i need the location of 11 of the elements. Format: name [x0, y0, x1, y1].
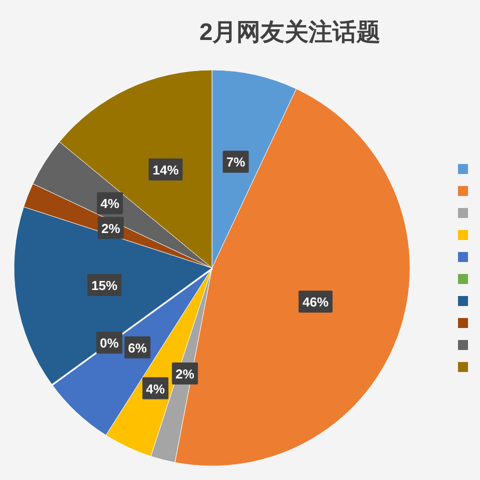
data-label: 46%: [302, 294, 330, 310]
data-label: 4%: [100, 196, 120, 212]
text: 0%: [100, 336, 119, 351]
data-label: 2%: [176, 366, 195, 382]
data-label: 7%: [226, 154, 246, 170]
data-label: 2%: [101, 220, 121, 236]
data-label: 14%: [152, 162, 180, 178]
data-label: 4%: [146, 381, 166, 396]
chart-title: 2月网友关注话题: [199, 19, 381, 46]
data-label: 6%: [128, 340, 148, 356]
data-label: 15%: [91, 278, 118, 294]
